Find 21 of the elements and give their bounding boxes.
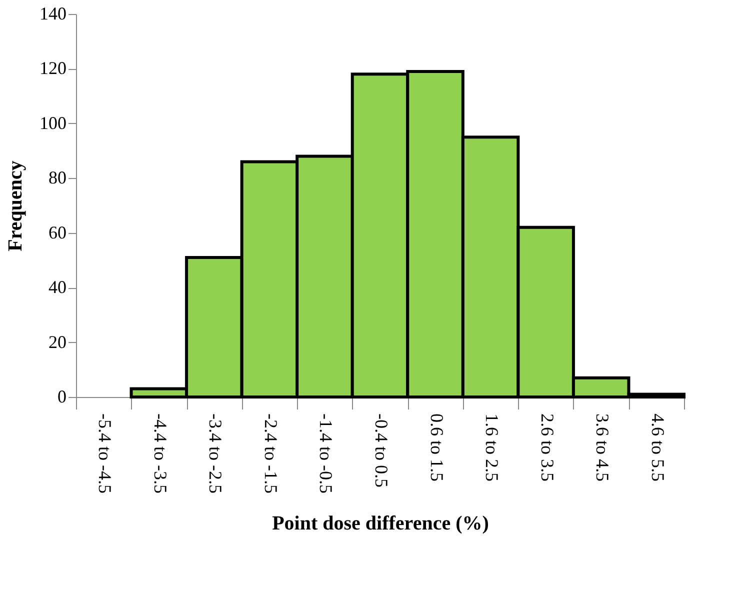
y-tick-label: 40 (48, 277, 66, 298)
x-tick-label: 1.6 to 2.5 (482, 414, 502, 482)
x-tick-label: 2.6 to 3.5 (537, 414, 558, 482)
y-tick-label: 80 (48, 168, 66, 188)
x-tick-label: -0.4 to 0.5 (372, 414, 392, 488)
y-axis-title: Frequency (4, 160, 26, 252)
y-tick-label: 60 (48, 222, 66, 242)
x-tick-label: 4.6 to 5.5 (648, 414, 668, 482)
x-axis-title: Point dose difference (%) (272, 512, 489, 534)
y-tick-label: 100 (40, 112, 66, 133)
y-tick-label: 20 (48, 332, 66, 352)
y-tick-label: 140 (40, 4, 66, 24)
y-tick-label: 0 (58, 386, 66, 406)
y-tick-label: 120 (40, 58, 66, 78)
x-tick-label: -3.4 to -2.5 (206, 414, 226, 494)
x-tick-label: -2.4 to -1.5 (260, 414, 281, 494)
x-tick-label: -1.4 to -0.5 (316, 414, 336, 494)
x-tick-label: 0.6 to 1.5 (426, 414, 447, 482)
x-tick-label: -4.4 to -3.5 (150, 414, 170, 494)
x-tick-label: 3.6 to 4.5 (592, 414, 613, 482)
x-tick-label: -5.4 to -4.5 (95, 414, 116, 494)
